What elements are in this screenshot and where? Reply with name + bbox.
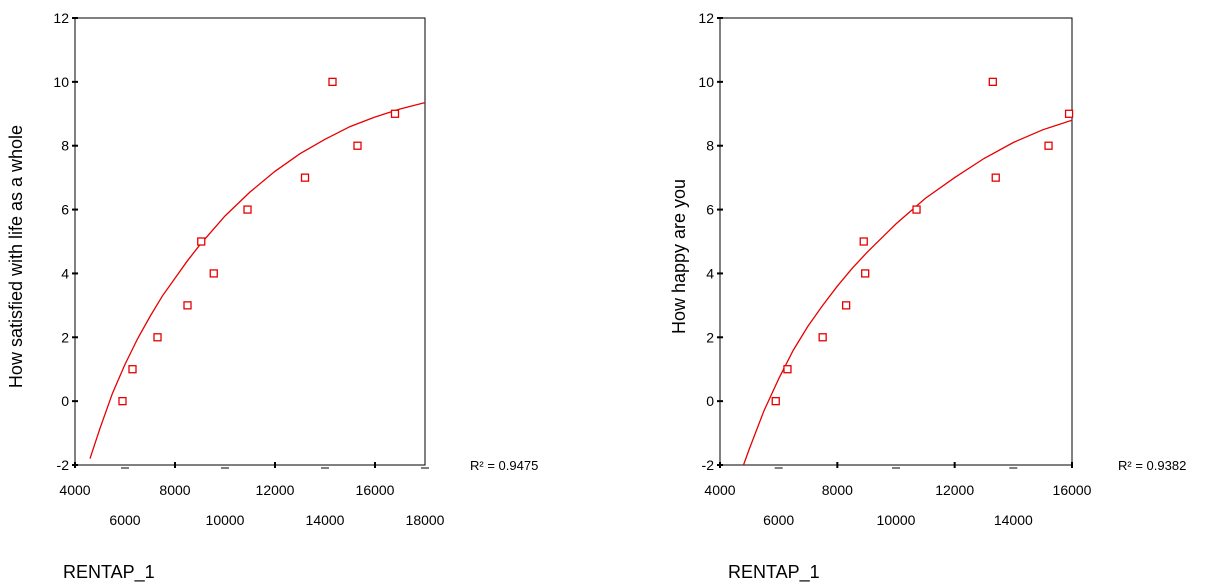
x-axis-title: RENTAP_1 (63, 562, 155, 583)
y-tick-label: 8 (706, 138, 714, 154)
data-point (841, 301, 851, 310)
x-tick-label: 18000 (406, 512, 445, 528)
y-axis-title: How happy are you (669, 179, 689, 334)
y-tick-label: 2 (706, 329, 714, 345)
data-point (1044, 141, 1053, 150)
x-tick-label: 16000 (1053, 482, 1092, 498)
chart-happiness: 12 10 8 6 4 2 0 -2 4000 8000 12000 16000 6000 10000 14… (669, 10, 1186, 583)
data-point (390, 109, 400, 118)
data-point (991, 173, 1000, 182)
data-point (912, 205, 921, 214)
y-tick-label: 12 (698, 10, 714, 26)
plot-frame (74, 17, 426, 466)
y-tick-label: 4 (706, 265, 714, 281)
data-point (209, 269, 218, 278)
fit-curve (89, 101, 425, 459)
x-tick-label: 8000 (159, 482, 190, 498)
x-tick-label: 14000 (994, 512, 1033, 528)
y-tick-label: -2 (702, 457, 715, 473)
y-tick-label: 12 (53, 10, 69, 26)
y-tick-label: 6 (61, 202, 69, 218)
x-tick-label: 6000 (109, 512, 140, 528)
data-point (183, 301, 192, 310)
x-tick-label: 12000 (256, 482, 295, 498)
fit-curve (742, 119, 1072, 465)
data-point (328, 77, 337, 87)
data-point (128, 365, 137, 374)
data-point (243, 205, 252, 214)
data-point (197, 237, 206, 246)
y-axis-title: How satisfied with life as a whole (6, 125, 26, 388)
x-tick-label: 4000 (704, 482, 735, 498)
data-point (771, 396, 780, 406)
r-squared-label: R² = 0.9382 (1118, 458, 1186, 473)
data-point (988, 77, 997, 87)
chart-life-satisfaction: 12 10 8 6 4 2 0 -2 4000 8000 12000 16000 6000 10000 14… (6, 10, 538, 583)
x-axis-title: RENTAP_1 (728, 562, 820, 583)
data-point (118, 396, 127, 406)
y-tick-label: 6 (706, 202, 714, 218)
x-tick-label: 8000 (822, 482, 853, 498)
data-point (300, 173, 310, 182)
y-tick-label: 0 (706, 393, 714, 409)
r-squared-label: R² = 0.9475 (470, 458, 538, 473)
x-tick-label: 12000 (935, 482, 974, 498)
y-tick-label: 4 (61, 265, 69, 281)
y-tick-label: -2 (57, 457, 70, 473)
data-point (861, 269, 870, 278)
data-point (1064, 109, 1074, 118)
data-point (783, 365, 792, 374)
y-tick-label: 0 (61, 393, 69, 409)
plot-frame (719, 17, 1073, 466)
y-tick-label: 8 (61, 138, 69, 154)
x-tick-label: 14000 (306, 512, 345, 528)
x-tick-label: 10000 (877, 512, 916, 528)
y-tick-label: 2 (61, 329, 69, 345)
data-point (153, 333, 162, 342)
data-point (353, 141, 362, 150)
x-tick-label: 16000 (356, 482, 395, 498)
data-point (859, 237, 868, 246)
data-point (818, 333, 827, 342)
x-tick-label: 4000 (59, 482, 90, 498)
y-tick-label: 10 (53, 74, 69, 90)
x-tick-label: 6000 (763, 512, 794, 528)
x-tick-label: 10000 (206, 512, 245, 528)
y-tick-label: 10 (698, 74, 714, 90)
